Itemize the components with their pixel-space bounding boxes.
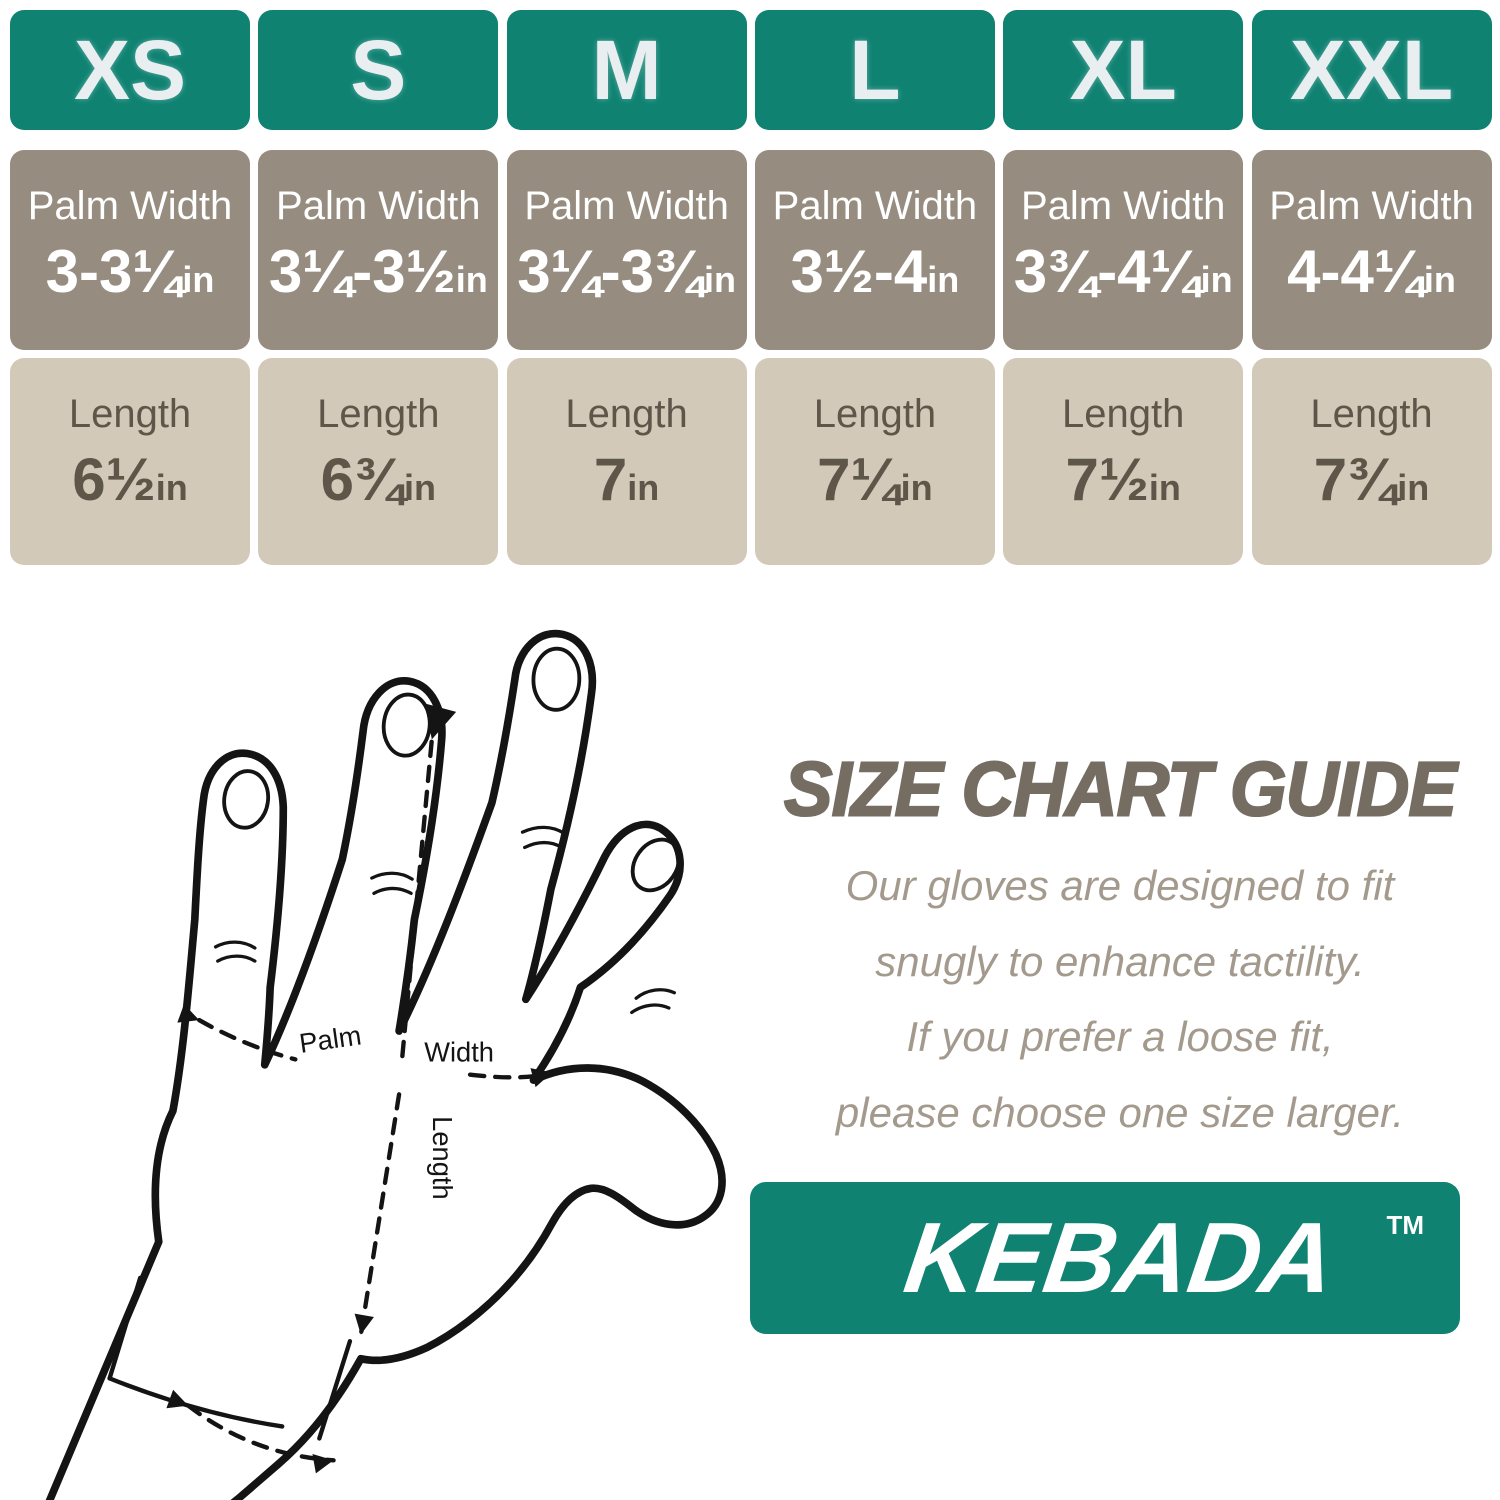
svg-text:Length: Length [427, 1116, 458, 1199]
svg-text:Width: Width [424, 1037, 494, 1068]
